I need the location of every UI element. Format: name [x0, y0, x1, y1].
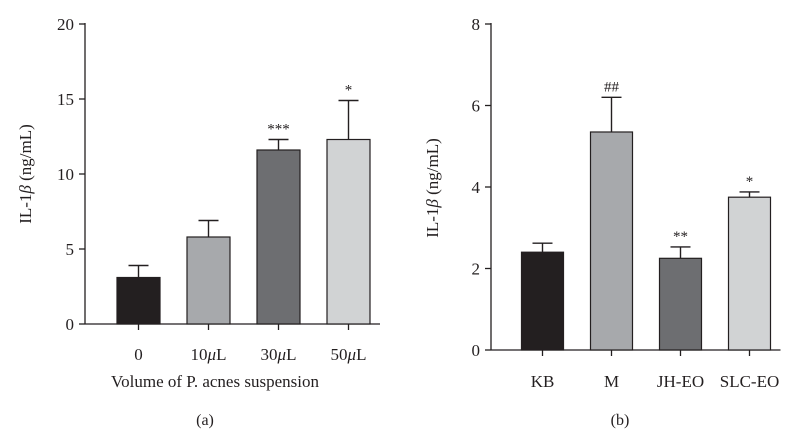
panel-b-significance-label: ** [673, 229, 688, 245]
panel-a-y-tick-label: 10 [57, 165, 74, 184]
panel-a-bar [187, 237, 230, 324]
panel-a-y-tick-label: 15 [57, 90, 74, 109]
panel-b-x-tick-label: JH-EO [657, 372, 704, 391]
panel-a-significance-label: * [345, 83, 353, 99]
panel-b-bar [522, 252, 564, 350]
panel-b-caption: (b) [611, 412, 630, 429]
panel-a-bar [257, 150, 300, 324]
panel-b-y-tick-label: 4 [472, 178, 481, 197]
panel-b-x-tick-label: SLC-EO [720, 372, 780, 391]
panel-a-y-axis-label: IL-1β (ng/mL) [16, 124, 35, 224]
panel-b-y-tick-label: 6 [472, 97, 481, 116]
panel-b-chart: IL-1β (ng/mL) (b) 0 2 4 6 8 KB ## M ** JH-EO * SLC-… [423, 15, 781, 429]
panel-b-y-tick-label: 8 [472, 15, 481, 34]
panel-a-caption: (a) [196, 412, 214, 429]
panel-a-y-tick-label: 5 [66, 240, 75, 259]
panel-a-x-axis-label: Volume of P. acnes suspension [111, 372, 319, 391]
panel-a-significance-label: *** [267, 122, 290, 138]
panel-b-y-axis-label: IL-1β (ng/mL) [423, 138, 442, 238]
panel-b-bar [729, 197, 771, 350]
panel-a-y-tick-label: 20 [57, 15, 74, 34]
panel-a-x-tick-label: 30μL [261, 345, 297, 364]
panel-b-bar [591, 132, 633, 350]
panel-b-x-tick-label: M [604, 372, 619, 391]
panel-b-significance-label: * [746, 174, 754, 190]
panel-a-x-tick-label: 50μL [331, 345, 367, 364]
panel-a-bar [117, 278, 160, 325]
panel-a-y-tick-label: 0 [66, 315, 75, 334]
panel-b-significance-label: ## [604, 79, 620, 95]
panel-a-x-tick-label: 0 [134, 345, 143, 364]
panel-b-y-tick-label: 2 [472, 260, 481, 279]
panel-a-x-tick-label: 10μL [191, 345, 227, 364]
panel-a-chart: IL-1β (ng/mL) Volume of P. acnes suspens… [16, 15, 380, 429]
panel-b-bar [660, 258, 702, 350]
panel-a-bar [327, 140, 370, 325]
panel-b-y-tick-label: 0 [472, 341, 481, 360]
panel-b-x-tick-label: KB [531, 372, 555, 391]
